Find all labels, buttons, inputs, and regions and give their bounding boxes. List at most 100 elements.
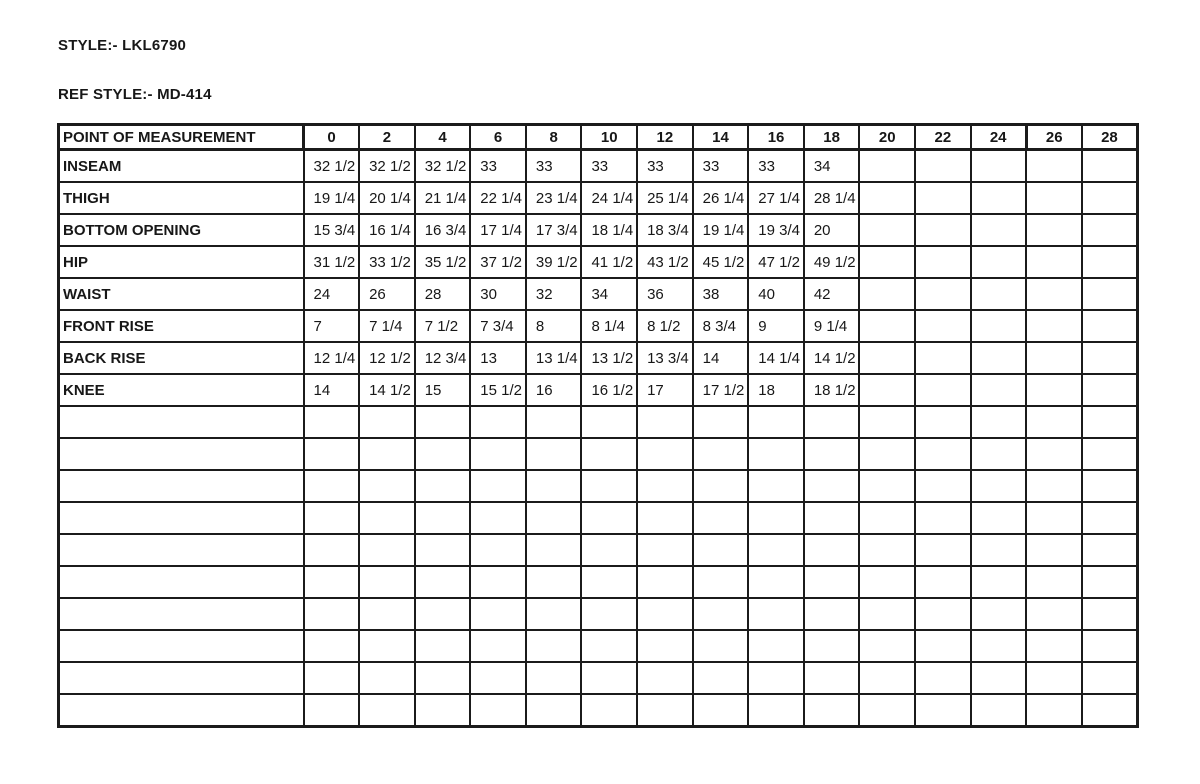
measurement-cell: 38 [691, 277, 750, 311]
measurement-cell: 42 [802, 277, 861, 311]
measurement-cell [914, 437, 972, 471]
measurement-cell [914, 181, 972, 215]
measurement-cell [969, 213, 1028, 247]
size-header-4: 4 [413, 123, 472, 151]
measurement-cell: 9 1/4 [802, 309, 861, 343]
measurement-label [57, 597, 305, 631]
measurement-cell [302, 629, 361, 663]
measurement-label [57, 437, 305, 471]
measurement-cell [858, 148, 917, 183]
measurement-cell [358, 469, 416, 503]
measurement-cell [1025, 597, 1083, 631]
table-header-row: POINT OF MEASUREMENT 0 2 4 6 8 10 12 14 16 18 20 22 2… [57, 123, 1139, 151]
measurement-cell: 7 1/4 [358, 309, 416, 343]
measurement-cell [636, 565, 694, 599]
measurement-cell [802, 565, 861, 599]
measurement-cell: 16 3/4 [413, 213, 472, 247]
measurement-cell [469, 405, 527, 439]
measurement-cell [1080, 597, 1139, 631]
size-header-0: 0 [302, 123, 361, 151]
size-header-8: 8 [524, 123, 583, 151]
measurement-cell [858, 277, 917, 311]
measurement-cell [1080, 629, 1139, 663]
measurement-cell [413, 693, 472, 728]
measurement-cell: 27 1/4 [747, 181, 805, 215]
measurement-cell [469, 501, 527, 535]
measurement-label: INSEAM [57, 148, 305, 183]
size-header-6: 6 [469, 123, 527, 151]
measurement-cell [358, 661, 416, 695]
measurement-cell [413, 533, 472, 567]
measurement-cell [914, 405, 972, 439]
measurement-cell [691, 597, 750, 631]
table-row: FRONT RISE 7 7 1/4 7 1/2 7 3/4 8 8 1/4 8 1/2 8 3… [57, 309, 1139, 343]
measurement-cell: 17 1/2 [691, 373, 750, 407]
measurement-cell [747, 405, 805, 439]
measurement-cell [1025, 629, 1083, 663]
measurement-label [57, 501, 305, 535]
measurement-cell [580, 533, 639, 567]
measurement-cell: 8 1/2 [636, 309, 694, 343]
measurement-cell [969, 437, 1028, 471]
measurement-cell: 31 1/2 [302, 245, 361, 279]
corner-header: POINT OF MEASUREMENT [57, 123, 305, 151]
measurement-cell [691, 469, 750, 503]
measurement-cell [914, 373, 972, 407]
measurement-cell: 9 [747, 309, 805, 343]
measurement-label [57, 629, 305, 663]
measurement-cell [914, 341, 972, 375]
table-row: BOTTOM OPENING 15 3/4 16 1/4 16 3/4 17 1/4 17… [57, 213, 1139, 247]
measurement-cell: 26 [358, 277, 416, 311]
measurement-cell: 14 [691, 341, 750, 375]
table-row: INSEAM 32 1/2 32 1/2 32 1/2 33 33 33 33 33 33 34 [57, 148, 1139, 183]
measurement-cell [691, 693, 750, 728]
measurement-cell: 33 1/2 [358, 245, 416, 279]
measurement-cell [858, 597, 917, 631]
measurement-cell [747, 533, 805, 567]
measurement-cell [469, 629, 527, 663]
measurement-cell [358, 629, 416, 663]
measurement-cell [524, 533, 583, 567]
measurement-cell [636, 437, 694, 471]
measurement-cell [1080, 469, 1139, 503]
measurement-cell [914, 565, 972, 599]
measurement-cell [580, 437, 639, 471]
measurement-label: FRONT RISE [57, 309, 305, 343]
measurement-cell [969, 629, 1028, 663]
measurement-cell [1080, 405, 1139, 439]
measurement-cell [302, 501, 361, 535]
measurement-cell [914, 213, 972, 247]
measurement-cell [580, 405, 639, 439]
measurement-cell [747, 501, 805, 535]
measurement-cell [469, 597, 527, 631]
measurement-cell [858, 181, 917, 215]
measurement-cell [580, 693, 639, 728]
measurement-cell [358, 437, 416, 471]
measurement-cell [413, 501, 472, 535]
measurement-cell [524, 565, 583, 599]
size-header-12: 12 [636, 123, 694, 151]
measurement-cell: 24 [302, 277, 361, 311]
measurement-cell: 24 1/4 [580, 181, 639, 215]
table-row: HIP 31 1/2 33 1/2 35 1/2 37 1/2 39 1/2 41 1/2 4… [57, 245, 1139, 279]
measurement-cell [969, 181, 1028, 215]
measurement-cell [580, 629, 639, 663]
measurement-cell: 18 1/4 [580, 213, 639, 247]
measurement-cell [969, 277, 1028, 311]
measurement-cell [580, 661, 639, 695]
measurement-cell: 16 1/4 [358, 213, 416, 247]
measurement-cell [858, 501, 917, 535]
measurement-cell [691, 405, 750, 439]
measurement-cell: 28 [413, 277, 472, 311]
measurement-cell [358, 501, 416, 535]
measurement-cell: 45 1/2 [691, 245, 750, 279]
measurement-cell [969, 693, 1028, 728]
empty-table-row [57, 661, 1139, 695]
measurement-cell: 25 1/4 [636, 181, 694, 215]
measurement-cell [636, 597, 694, 631]
measurement-cell: 13 1/4 [524, 341, 583, 375]
measurement-cell [858, 373, 917, 407]
measurement-cell: 43 1/2 [636, 245, 694, 279]
measurement-label [57, 405, 305, 439]
